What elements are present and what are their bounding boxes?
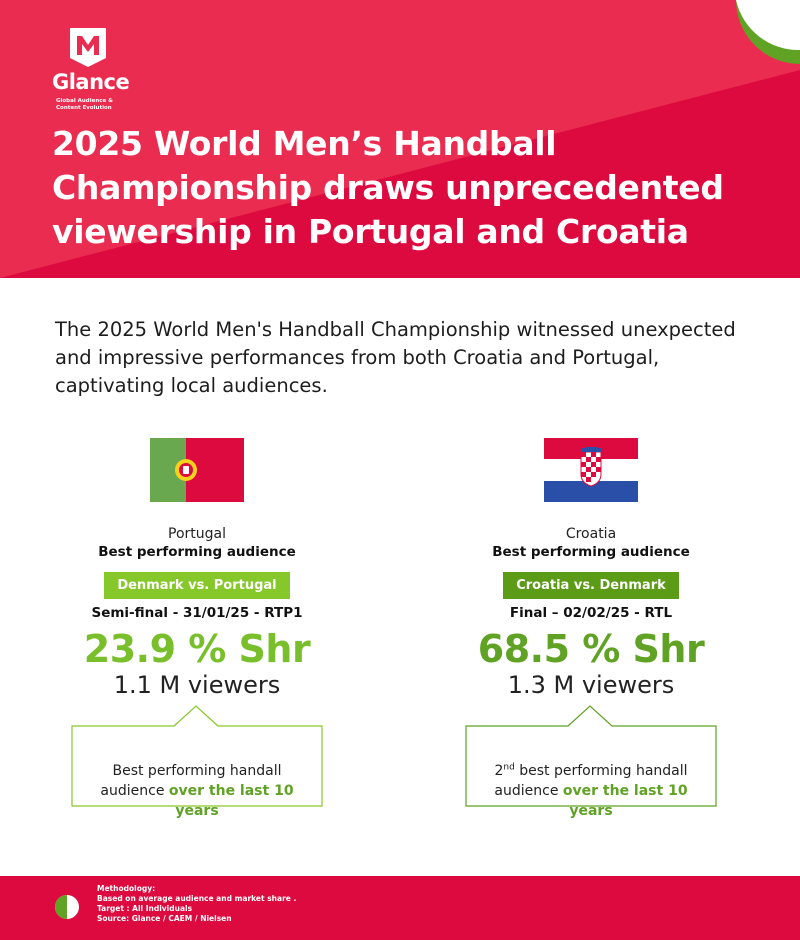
callout-highlight: over the last 10 years (168, 783, 294, 819)
target-line: Target : All Individuals (97, 904, 193, 913)
record-callout: Best performing handall audience over th… (71, 705, 323, 821)
match-info: Final – 02/02/25 - RTL (509, 605, 673, 621)
logo-m-icon (70, 28, 106, 67)
portugal-flag-icon (150, 438, 244, 502)
tagline-line-2: Content Evolution (56, 105, 112, 111)
corner-white-segment (736, 0, 800, 51)
portugal-column: Portugal Best performing audience Denmar… (32, 438, 362, 821)
callout-border (71, 705, 323, 807)
footer-bar: Methodology: Based on average audience a… (0, 876, 800, 940)
callout-text: Best performing handall audience over th… (72, 725, 322, 821)
intro-paragraph: The 2025 World Men's Handball Championsh… (55, 318, 736, 397)
record-callout: 2nd best performing handall audience ove… (465, 705, 717, 821)
header-background (0, 0, 800, 278)
audience-share: 68.5 % Shr (477, 627, 705, 671)
viewer-count: 1.3 M viewers (507, 671, 675, 699)
callout-main-text: Best performing handall audience (100, 763, 282, 799)
page-title: 2025 World Men’s Handball Championship d… (52, 124, 724, 251)
match-badge: Croatia vs. Denmark (503, 572, 679, 599)
best-audience-label: Best performing audience (98, 544, 296, 560)
best-audience-label: Best performing audience (492, 544, 690, 560)
header-banner: Glance Global Audience & Content Evoluti… (0, 0, 800, 278)
methodology-text: Methodology: Based on average audience a… (97, 884, 296, 924)
tagline-line-1: Global Audience & (56, 98, 113, 104)
croatia-flag-icon (544, 438, 638, 502)
methodology-label: Methodology: (97, 884, 156, 893)
callout-rank: 2 (494, 763, 504, 779)
callout-text: 2nd best performing handall audience ove… (466, 725, 716, 821)
match-info: Semi-final - 31/01/25 - RTP1 (91, 605, 303, 621)
callout-border (465, 705, 717, 807)
callout-highlight: over the last 10 years (562, 783, 688, 819)
logo-wordmark: Glance (52, 70, 130, 94)
country-name: Croatia (565, 526, 617, 542)
methodology-line: Based on average audience and market sha… (97, 894, 297, 903)
match-badge: Denmark vs. Portugal (104, 572, 290, 599)
source-line: Source: Glance / CAEM / Nielsen (97, 914, 232, 923)
callout-main-text: best performing handall audience (494, 763, 688, 799)
audience-share: 23.9 % Shr (83, 627, 311, 671)
callout-rank-suffix: nd (503, 762, 515, 773)
half-circle-icon (55, 895, 79, 919)
country-name: Portugal (168, 526, 226, 542)
croatia-column: Croatia Best performing audience Croatia… (426, 438, 756, 821)
logo-tagline: Global Audience & Content Evolution (56, 98, 136, 112)
viewer-count: 1.1 M viewers (113, 671, 281, 699)
